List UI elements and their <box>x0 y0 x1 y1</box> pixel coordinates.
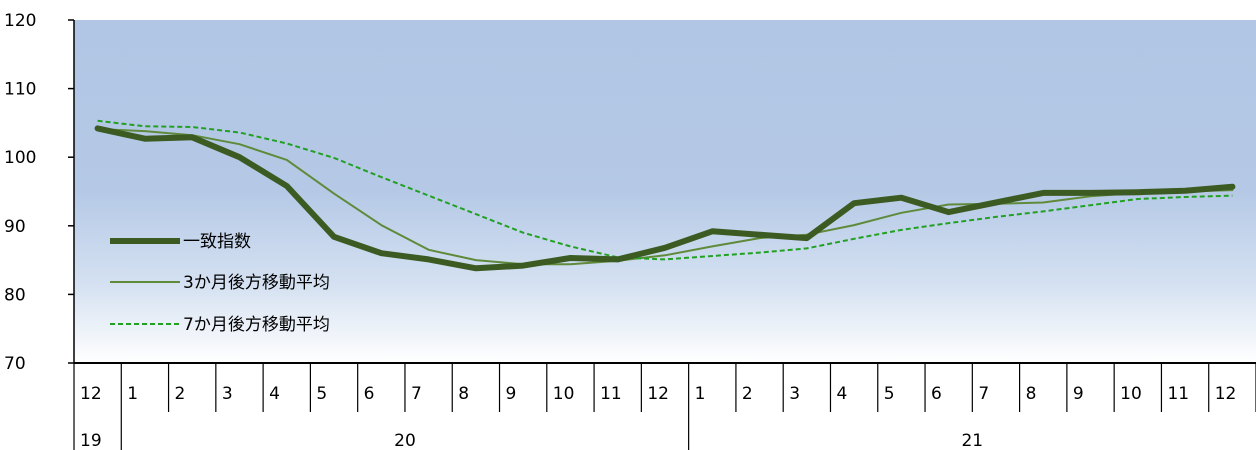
series-line-3 <box>97 119 1233 261</box>
y-tick-label: 70 <box>4 354 26 374</box>
legend-label: 3か月後方移動平均 <box>183 273 330 293</box>
x-tick-label: 12 <box>647 384 669 404</box>
x-tick-label: 6 <box>931 384 942 404</box>
x-tick-label: 3 <box>222 384 233 404</box>
x-tick-label: 4 <box>269 384 280 404</box>
x-tick-label: 10 <box>1120 384 1142 404</box>
x-tick-label: 11 <box>600 384 622 404</box>
year-label: 21 <box>961 431 983 450</box>
x-tick-label: 7 <box>978 384 989 404</box>
y-tick-label: 120 <box>4 11 36 31</box>
x-tick-label: 10 <box>553 384 575 404</box>
x-tick-label: 7 <box>411 384 422 404</box>
y-tick-label: 80 <box>4 285 26 305</box>
y-tick-label: 90 <box>4 217 26 237</box>
year-label: 19 <box>80 431 102 450</box>
series-line-2 <box>96 128 1234 266</box>
x-tick-label: 2 <box>742 384 753 404</box>
x-tick-label: 6 <box>364 384 375 404</box>
legend-label: 一致指数 <box>183 232 251 252</box>
series-line-1 <box>94 125 1236 272</box>
x-tick-label: 4 <box>836 384 847 404</box>
x-tick-label: 1 <box>695 384 706 404</box>
x-tick-label: 2 <box>175 384 186 404</box>
x-tick-label: 5 <box>316 384 327 404</box>
x-tick-label: 3 <box>789 384 800 404</box>
y-tick-label: 110 <box>4 80 36 100</box>
x-tick-label: 12 <box>80 384 102 404</box>
x-tick-label: 12 <box>1215 384 1237 404</box>
year-label: 20 <box>394 431 416 450</box>
x-tick-label: 11 <box>1167 384 1189 404</box>
y-tick-label: 100 <box>4 148 36 168</box>
x-tick-label: 1 <box>127 384 138 404</box>
x-tick-label: 9 <box>1073 384 1084 404</box>
legend-label: 7か月後方移動平均 <box>183 315 330 335</box>
x-tick-label: 9 <box>506 384 517 404</box>
x-tick-label: 8 <box>458 384 469 404</box>
x-tick-label: 5 <box>884 384 895 404</box>
x-tick-label: 8 <box>1026 384 1037 404</box>
